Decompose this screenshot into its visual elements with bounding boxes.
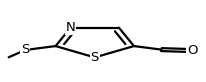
Text: S: S	[91, 51, 99, 64]
Text: S: S	[21, 43, 29, 56]
Text: O: O	[187, 44, 198, 57]
Text: N: N	[66, 21, 75, 34]
